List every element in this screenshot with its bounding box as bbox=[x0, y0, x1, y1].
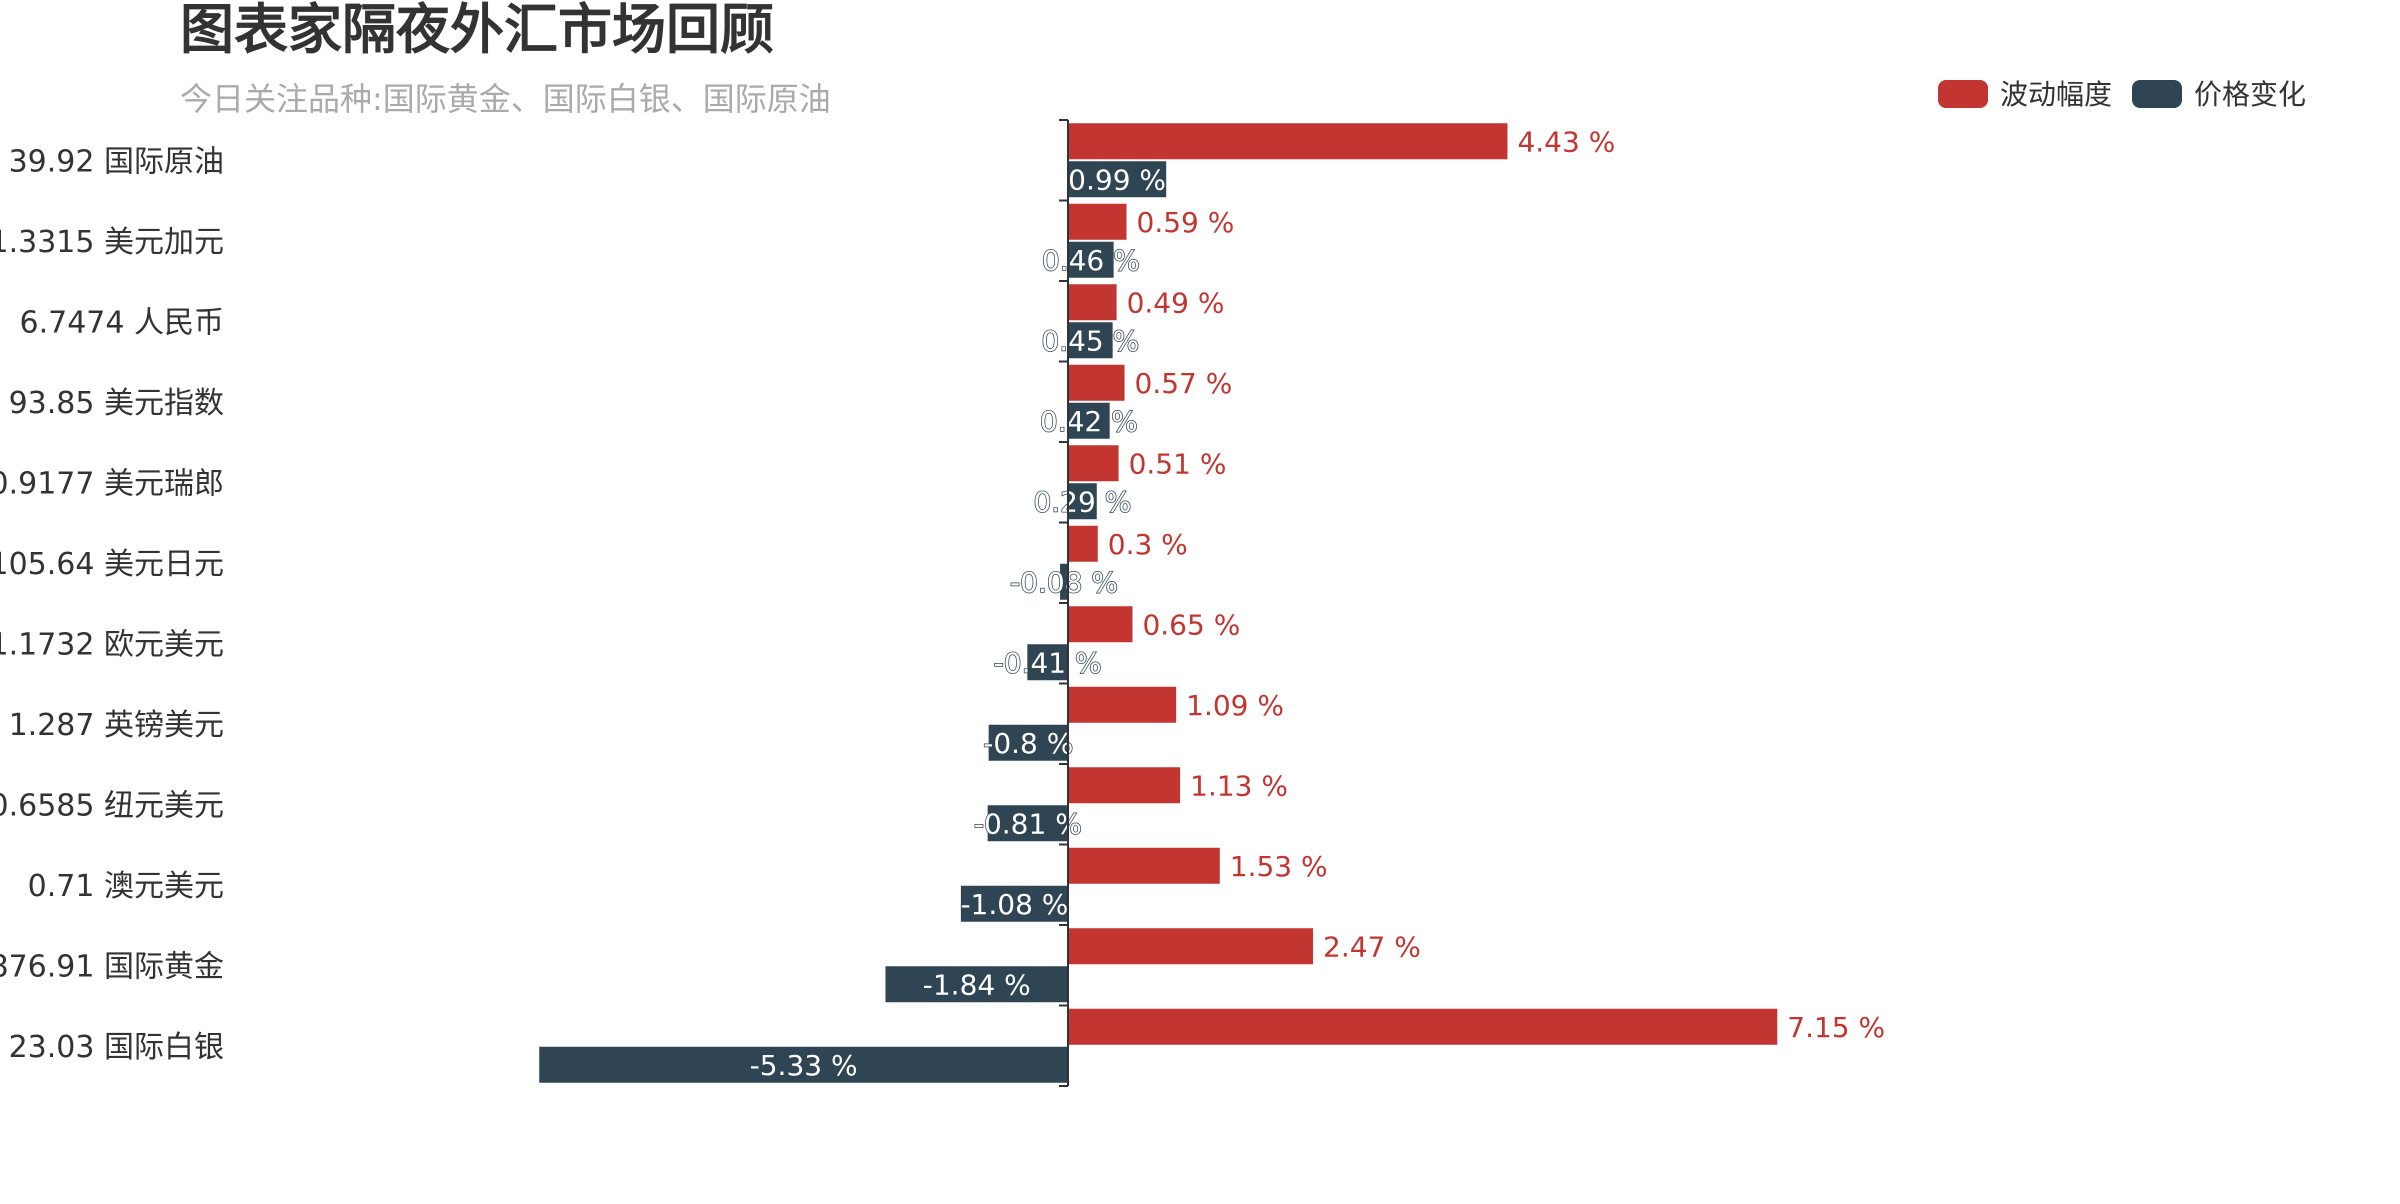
data-label-price-change: 0.29 % bbox=[1033, 485, 1131, 518]
legend-label: 波动幅度 bbox=[2000, 78, 2112, 111]
bar-volatility bbox=[1068, 928, 1314, 965]
y-tick-label: 0.71 澳元美元 bbox=[28, 869, 224, 904]
bar-price-change bbox=[1068, 241, 1114, 278]
bars-layer bbox=[539, 123, 1778, 1083]
bar-price-change bbox=[1068, 402, 1110, 439]
bar-volatility bbox=[1068, 606, 1133, 643]
y-tick-label: 1.287 英镑美元 bbox=[9, 708, 224, 743]
y-tick-label: 6.7474 人民币 bbox=[19, 305, 224, 340]
bar-volatility bbox=[1068, 767, 1181, 804]
legend-swatch bbox=[1938, 80, 1988, 108]
bar-volatility bbox=[1068, 525, 1098, 562]
data-label-price-change: 0.46 % bbox=[1042, 244, 1140, 277]
data-label-price-change: -0.81 % bbox=[974, 807, 1082, 840]
data-label-price-change: -0.41 % bbox=[994, 646, 1102, 679]
bar-volatility bbox=[1068, 203, 1127, 240]
bar-price-change bbox=[1068, 483, 1097, 520]
labels-layer: 4.43 % 0.99 % 0.59 % 0.46 % 0.49 % 0.45 % 0.57… bbox=[749, 125, 1885, 1082]
data-label-volatility: 0.65 % bbox=[1142, 608, 1240, 641]
legend-label: 价格变化 bbox=[2194, 78, 2306, 111]
y-tick-label: 93.85 美元指数 bbox=[9, 386, 224, 421]
bar-volatility bbox=[1068, 847, 1220, 884]
y-tick-label: 23.03 国际白银 bbox=[9, 1030, 224, 1065]
bar-price-change bbox=[987, 805, 1068, 842]
bar-price-change bbox=[1027, 644, 1068, 681]
data-label-price-change: -1.08 % bbox=[960, 888, 1068, 921]
bar-price-change bbox=[885, 966, 1068, 1003]
data-label-volatility: 7.15 % bbox=[1787, 1011, 1885, 1044]
bar-volatility bbox=[1068, 445, 1119, 482]
y-tick-label: 39.92 国际原油 bbox=[9, 144, 224, 179]
data-label-volatility: 0.59 % bbox=[1137, 206, 1235, 239]
data-label-volatility: 0.3 % bbox=[1108, 528, 1188, 561]
y-tick-label: 105.64 美元日元 bbox=[0, 547, 224, 582]
chart-title: 图表家隔夜外汇市场回顾 bbox=[180, 0, 774, 61]
y-tick-label: 1.1732 欧元美元 bbox=[0, 627, 224, 662]
bar-volatility bbox=[1068, 284, 1117, 321]
bar-price-change bbox=[960, 885, 1068, 922]
y-tick-label: 1.3315 美元加元 bbox=[0, 225, 224, 260]
bar-price-change bbox=[539, 1046, 1068, 1083]
data-label-price-change: -1.84 % bbox=[923, 968, 1031, 1001]
data-label-volatility: 4.43 % bbox=[1517, 125, 1615, 158]
legend-swatch bbox=[2132, 80, 2182, 108]
bar-volatility bbox=[1068, 364, 1125, 401]
data-label-price-change: 0.99 % bbox=[1068, 163, 1166, 196]
legend-item[interactable]: 价格变化 bbox=[2132, 78, 2306, 111]
bar-volatility bbox=[1068, 1008, 1778, 1045]
data-label-volatility: 1.53 % bbox=[1230, 850, 1328, 883]
data-label-volatility: 1.09 % bbox=[1186, 689, 1284, 722]
data-label-volatility: 0.51 % bbox=[1129, 447, 1227, 480]
y-tick-label: 0.6585 纽元美元 bbox=[0, 788, 224, 823]
y-axis: 39.92 国际原油 1.3315 美元加元 6.7474 人民币 93.85 美元指… bbox=[0, 119, 1069, 1087]
data-label-price-change: -0.8 % bbox=[983, 727, 1073, 760]
chart-subtitle: 今日关注品种:国际黄金、国际白银、国际原油 bbox=[180, 80, 831, 118]
data-label-price-change: 0.45 % bbox=[1041, 324, 1139, 357]
bar-price-change bbox=[1068, 322, 1113, 359]
bar-price-change bbox=[1060, 563, 1068, 600]
data-label-volatility: 1.13 % bbox=[1190, 769, 1288, 802]
data-label-volatility: 2.47 % bbox=[1323, 930, 1421, 963]
data-label-price-change: 0.42 % bbox=[1040, 405, 1138, 438]
y-tick-label: 1876.91 国际黄金 bbox=[0, 949, 224, 984]
data-label-price-change: -5.33 % bbox=[750, 1049, 858, 1082]
bar-price-change bbox=[988, 724, 1068, 761]
bar-volatility bbox=[1068, 686, 1177, 723]
bar-volatility bbox=[1068, 123, 1508, 160]
legend-item[interactable]: 波动幅度 bbox=[1938, 78, 2112, 111]
data-label-price-change: -0.08 % bbox=[1010, 566, 1118, 599]
legend: 波动幅度 价格变化 bbox=[1938, 78, 2306, 111]
data-label-volatility: 0.57 % bbox=[1135, 367, 1233, 400]
data-label-volatility: 0.49 % bbox=[1127, 286, 1225, 319]
bar-price-change bbox=[1068, 161, 1167, 198]
y-tick-label: 0.9177 美元瑞郎 bbox=[0, 466, 224, 501]
